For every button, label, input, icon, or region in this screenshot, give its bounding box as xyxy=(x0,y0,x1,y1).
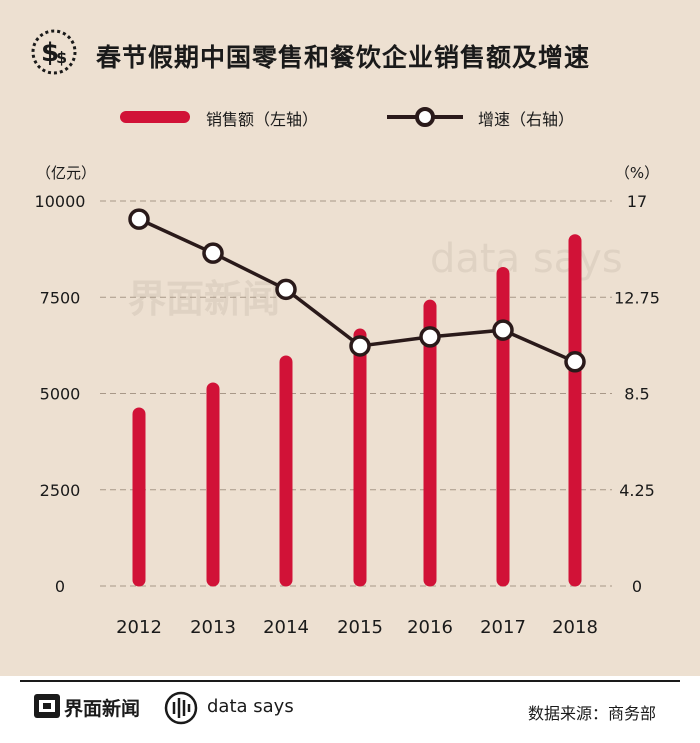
y-right-unit-label: （%） xyxy=(615,164,659,182)
growth-point-2015 xyxy=(349,335,371,357)
growth-point-2012 xyxy=(128,208,150,230)
footer xyxy=(0,676,700,743)
y-left-tick-label: 5000 xyxy=(40,385,81,404)
legend-line-swatch xyxy=(387,107,463,127)
svg-text:$: $ xyxy=(56,48,67,67)
y-left-tick-label: 10000 xyxy=(35,192,86,211)
y-left-tick-label: 2500 xyxy=(40,481,81,500)
x-tick-label: 2016 xyxy=(407,617,453,638)
x-tick-label: 2014 xyxy=(263,617,309,638)
legend-bar-label: 销售额（左轴） xyxy=(206,110,319,129)
x-tick-label: 2012 xyxy=(116,617,162,638)
growth-point-2016 xyxy=(419,326,441,348)
chart-title: 春节假期中国零售和餐饮企业销售额及增速 xyxy=(96,43,591,72)
growth-point-2018 xyxy=(564,351,586,373)
legend-bar-swatch xyxy=(120,111,190,123)
footer-brand-data-says: data says xyxy=(207,696,294,717)
y-right-tick-label: 0 xyxy=(632,577,642,596)
y-left-unit-label: （亿元） xyxy=(36,164,96,182)
chart-area: （亿元） （%） 0 0 2500 4.25 5000 8.5 7500 12.75 10000 17… xyxy=(35,164,660,638)
x-tick-label: 2018 xyxy=(552,617,598,638)
x-tick-label: 2017 xyxy=(480,617,526,638)
growth-point-2017 xyxy=(492,319,514,341)
svg-text:$: $ xyxy=(41,38,59,68)
data-says-logo-icon xyxy=(164,691,198,725)
y-right-tick-label: 4.25 xyxy=(619,481,655,500)
growth-point-2014 xyxy=(275,278,297,301)
watermark-brand2: data says xyxy=(430,236,623,282)
watermark-brand1: 界面新闻 xyxy=(128,277,281,321)
y-right-tick-label: 8.5 xyxy=(624,385,649,404)
legend-line-label: 增速（右轴） xyxy=(478,110,575,129)
footer-brand-jiemian: 界面新闻 xyxy=(64,698,141,720)
x-tick-label: 2015 xyxy=(337,617,383,638)
y-left-tick-label: 0 xyxy=(55,577,65,596)
footer-source: 数据来源：商务部 xyxy=(527,704,656,723)
growth-point-2013 xyxy=(202,242,224,264)
y-left-tick-label: 7500 xyxy=(40,288,81,307)
footer-divider xyxy=(20,680,680,682)
chart-header: $ $ 春节假期中国零售和餐饮企业销售额及增速 xyxy=(0,0,700,90)
y-right-tick-label: 17 xyxy=(627,192,647,211)
x-tick-label: 2013 xyxy=(190,617,236,638)
dollar-coin-icon: $ $ xyxy=(31,29,77,75)
jiemian-logo-icon xyxy=(34,694,60,718)
y-right-tick-label: 12.75 xyxy=(614,288,660,307)
